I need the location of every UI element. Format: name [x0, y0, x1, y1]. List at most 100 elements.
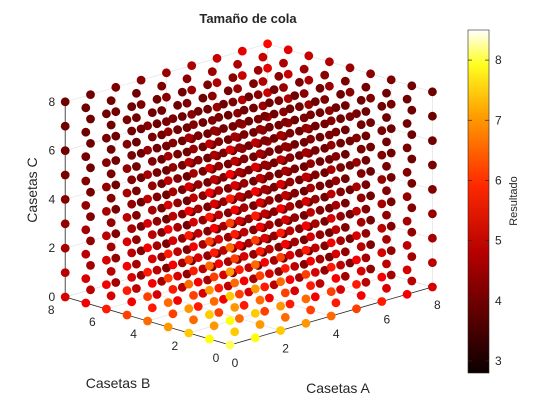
data-point: [356, 120, 366, 130]
data-point: [225, 267, 235, 277]
data-point: [250, 309, 260, 318]
data-point: [326, 311, 336, 321]
data-point: [352, 206, 361, 216]
data-point: [235, 118, 244, 128]
data-point: [111, 82, 121, 92]
data-point: [147, 303, 157, 313]
data-point: [310, 292, 320, 302]
data-point: [187, 85, 197, 95]
data-point: [147, 157, 157, 166]
data-point: [163, 200, 173, 210]
data-point: [239, 300, 249, 310]
data-point: [239, 130, 249, 139]
data-point: [407, 227, 417, 237]
data-point: [290, 237, 300, 247]
data-point: [198, 93, 208, 103]
z-tick-label: 8: [49, 95, 56, 109]
data-point: [233, 84, 243, 94]
data-point: [250, 138, 260, 148]
data-point: [428, 160, 437, 170]
data-point: [230, 229, 240, 239]
data-point: [336, 211, 345, 221]
data-point: [315, 108, 325, 118]
data-point: [428, 258, 437, 267]
data-point: [250, 235, 260, 245]
data-point: [143, 243, 153, 253]
z-tick-label: 6: [49, 144, 56, 158]
data-point: [407, 81, 417, 91]
data-point: [280, 166, 290, 176]
data-point: [265, 122, 274, 132]
data-point: [356, 144, 366, 154]
data-point: [102, 109, 111, 119]
data-point: [265, 98, 274, 108]
data-point: [81, 201, 91, 210]
data-point: [184, 157, 194, 167]
data-point: [280, 312, 290, 322]
data-point: [320, 95, 330, 104]
data-point: [310, 121, 320, 131]
data-point: [86, 114, 95, 124]
data-point: [301, 294, 311, 304]
data-point: [143, 316, 153, 326]
data-point: [127, 102, 137, 111]
data-point: [366, 142, 375, 152]
data-point: [377, 126, 387, 136]
data-point: [260, 209, 270, 219]
data-point: [250, 187, 260, 196]
y-tick-label: 8: [48, 303, 55, 317]
data-point: [184, 182, 194, 192]
data-point: [212, 53, 222, 63]
data-point: [260, 233, 270, 243]
data-point: [86, 261, 95, 270]
data-point: [122, 115, 132, 125]
data-point: [352, 182, 361, 192]
data-point: [163, 127, 173, 137]
data-point: [260, 160, 270, 170]
data-point: [163, 176, 173, 186]
data-point: [173, 125, 183, 135]
data-point: [189, 242, 198, 252]
data-point: [386, 75, 396, 85]
data-point: [168, 285, 178, 294]
data-point: [168, 163, 178, 172]
data-point: [235, 289, 244, 299]
data-point: [60, 195, 70, 204]
data-point: [230, 205, 240, 215]
data-point: [60, 146, 70, 156]
data-point: [152, 143, 162, 153]
data-point: [127, 126, 137, 136]
data-point: [228, 97, 238, 107]
data-point: [326, 140, 336, 150]
data-point: [285, 226, 295, 236]
data-point: [143, 194, 153, 204]
data-point: [377, 297, 387, 306]
data-point: [255, 173, 265, 183]
data-point: [283, 69, 293, 79]
data-point: [352, 158, 361, 167]
data-point: [122, 164, 132, 174]
data-point: [225, 145, 235, 155]
data-point: [209, 272, 219, 282]
data-point: [276, 228, 285, 238]
data-point: [111, 253, 121, 263]
data-point: [214, 137, 224, 147]
data-point: [407, 276, 417, 286]
data-point: [230, 181, 240, 190]
data-point: [214, 283, 224, 293]
data-point: [428, 282, 437, 292]
y-tick-label: 4: [130, 327, 137, 341]
data-point: [225, 291, 235, 301]
data-point: [122, 310, 132, 320]
data-point: [81, 298, 91, 308]
data-point: [356, 95, 366, 105]
data-point: [345, 87, 355, 97]
data-point: [205, 285, 214, 295]
data-point: [239, 203, 249, 213]
scatter-points: [60, 39, 437, 350]
data-point: [147, 254, 157, 264]
data-point: [377, 150, 387, 160]
data-point: [382, 210, 391, 220]
data-point: [382, 186, 391, 196]
data-point: [260, 306, 270, 316]
